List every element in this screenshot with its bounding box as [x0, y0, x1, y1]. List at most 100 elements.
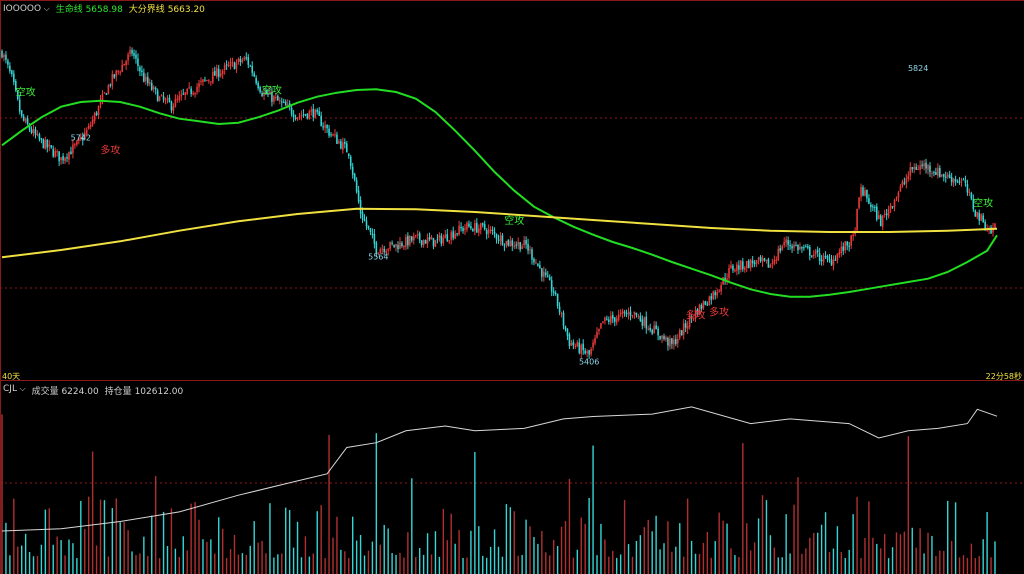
- panel-separator: [0, 380, 1024, 381]
- candle-body: [692, 317, 695, 320]
- candle-body: [700, 305, 703, 309]
- candle-body: [875, 206, 878, 220]
- volume-bar: [178, 556, 181, 574]
- volume-bar: [359, 534, 362, 574]
- volume-bar: [249, 545, 251, 574]
- volume-bar: [923, 553, 925, 574]
- candle-body: [767, 259, 770, 268]
- volume-bar: [379, 544, 381, 574]
- candle-body: [537, 263, 539, 266]
- candle-body: [533, 258, 535, 263]
- candle-body: [395, 244, 397, 247]
- candle-body: [899, 186, 902, 192]
- short-signal-label: 空攻: [504, 214, 524, 227]
- volume-bar: [698, 554, 701, 574]
- volume-indicator-selector[interactable]: CJL ⌵: [3, 384, 26, 397]
- candle-body: [751, 260, 754, 264]
- candle-body: [481, 223, 484, 225]
- candle-body: [564, 326, 567, 330]
- candle-body: [617, 314, 620, 320]
- candle-body: [810, 255, 813, 257]
- candle-body: [204, 79, 206, 81]
- volume-bar: [809, 537, 811, 574]
- volume-bar: [773, 547, 776, 574]
- candle-body: [517, 242, 520, 246]
- candle-body: [428, 237, 431, 240]
- candle-body: [76, 141, 78, 145]
- symbol-selector[interactable]: IOOOOO ⌵: [3, 4, 50, 14]
- candle-body: [830, 260, 833, 265]
- volume-bar: [245, 554, 248, 574]
- candle-body: [671, 338, 673, 344]
- candle-body: [588, 350, 590, 355]
- volume-bar: [793, 504, 795, 574]
- candle-body: [550, 280, 553, 292]
- candle-body: [178, 96, 181, 100]
- volume-bar: [801, 553, 803, 574]
- volume-bar: [505, 504, 508, 574]
- candle-body: [868, 198, 870, 204]
- candle-body: [619, 312, 622, 314]
- candle-body: [736, 264, 738, 271]
- candle-body: [655, 325, 657, 330]
- candle-body: [785, 239, 787, 243]
- volume-bar: [679, 523, 681, 574]
- volume-bar: [572, 557, 575, 574]
- candle-body: [357, 190, 360, 202]
- chevron-down-icon[interactable]: ⌵: [16, 384, 26, 393]
- candle-body: [883, 213, 886, 215]
- candle-body: [673, 339, 675, 345]
- candle-body: [72, 144, 74, 154]
- volume-bar: [383, 524, 385, 574]
- volume-bar: [604, 539, 606, 574]
- candle-body: [901, 181, 904, 186]
- candle-body: [592, 342, 594, 348]
- candle-body: [647, 328, 650, 330]
- volume-bar: [60, 540, 62, 574]
- price-extreme-label: 5564: [368, 252, 388, 261]
- candle-body: [383, 248, 386, 253]
- candle-body: [326, 125, 328, 129]
- volume-bar: [761, 495, 764, 574]
- candle-body: [442, 237, 445, 244]
- candle-body: [401, 242, 403, 247]
- candle-body: [718, 290, 720, 292]
- candle-body: [117, 70, 120, 72]
- candle-body: [964, 180, 967, 183]
- candle-body: [412, 236, 415, 241]
- volume-bar: [517, 555, 519, 574]
- candle-body: [156, 90, 159, 102]
- candle-body: [572, 341, 575, 346]
- candle-body: [554, 292, 557, 294]
- candle-body: [755, 260, 758, 264]
- candle-body: [651, 329, 653, 334]
- candle-body: [397, 245, 399, 250]
- candle-body: [872, 206, 874, 208]
- candle-body: [34, 129, 37, 135]
- volume-value: 6224.00: [61, 387, 99, 397]
- candle-body: [659, 335, 661, 340]
- volume-bar: [24, 533, 27, 574]
- candle-body: [931, 172, 933, 174]
- candle-body: [282, 101, 285, 103]
- period-label: 40天: [2, 372, 21, 381]
- volume-bar: [415, 557, 417, 574]
- volume-bar: [194, 501, 196, 574]
- candle-body: [925, 162, 927, 169]
- volume-bar: [852, 514, 854, 574]
- candle-body: [527, 243, 529, 251]
- candle-body: [334, 134, 336, 136]
- candle-body: [365, 220, 368, 226]
- candle-body: [777, 248, 780, 261]
- candle-body: [22, 116, 25, 121]
- volume-bar: [68, 539, 70, 574]
- candle-body: [344, 141, 346, 144]
- candle-body: [371, 233, 374, 235]
- candle-body: [36, 133, 39, 136]
- candle-body: [923, 163, 925, 167]
- chevron-down-icon[interactable]: ⌵: [41, 3, 50, 13]
- volume-bar: [485, 557, 488, 574]
- candle-body: [389, 242, 391, 249]
- volume-bar: [824, 512, 827, 574]
- candle-body: [409, 235, 411, 245]
